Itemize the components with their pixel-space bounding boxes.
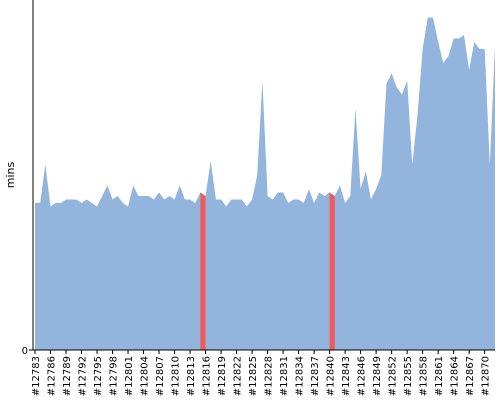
x-tick-label: #12783 bbox=[31, 356, 42, 396]
x-tick-label: #12822 bbox=[233, 356, 244, 396]
x-tick-label: #12837 bbox=[310, 356, 321, 396]
x-tick-label: #12807 bbox=[155, 356, 166, 396]
x-tick-label: #12852 bbox=[388, 356, 399, 396]
x-tick-label: #12846 bbox=[357, 356, 368, 396]
x-tick-label: #12798 bbox=[109, 356, 120, 396]
area bbox=[35, 17, 495, 350]
x-tick-label: #12870 bbox=[481, 356, 492, 396]
x-tick-label: #12801 bbox=[124, 356, 135, 396]
x-tick-label: #12819 bbox=[217, 356, 228, 396]
x-tick-label: #12828 bbox=[264, 356, 275, 396]
x-tick-label: #12840 bbox=[326, 356, 337, 396]
area bbox=[329, 192, 335, 350]
x-tick-label: #12825 bbox=[248, 356, 259, 396]
y-tick-label: 0 bbox=[22, 346, 28, 357]
x-tick-label: #12804 bbox=[140, 356, 151, 396]
x-tick-label: #12813 bbox=[186, 356, 197, 396]
y-axis-label: mins bbox=[4, 161, 17, 188]
x-tick-label: #12843 bbox=[341, 356, 352, 396]
x-tick-label: #12864 bbox=[450, 356, 461, 396]
x-tick-label: #12855 bbox=[403, 356, 414, 396]
x-tick-label: #12831 bbox=[279, 356, 290, 396]
x-tick-label: #12786 bbox=[47, 356, 58, 396]
x-tick-label: #12795 bbox=[93, 356, 104, 396]
x-tick-label: #12834 bbox=[295, 356, 306, 396]
x-tick-label: #12867 bbox=[465, 356, 476, 396]
x-tick-label: #12849 bbox=[372, 356, 383, 396]
area bbox=[200, 192, 206, 350]
x-tick-label: #12810 bbox=[171, 356, 182, 396]
x-tick-label: #12861 bbox=[434, 356, 445, 396]
x-tick-label: #12792 bbox=[78, 356, 89, 396]
x-tick-label: #12858 bbox=[419, 356, 430, 396]
x-tick-label: #12816 bbox=[202, 356, 213, 396]
x-tick-label: #12789 bbox=[62, 356, 73, 396]
